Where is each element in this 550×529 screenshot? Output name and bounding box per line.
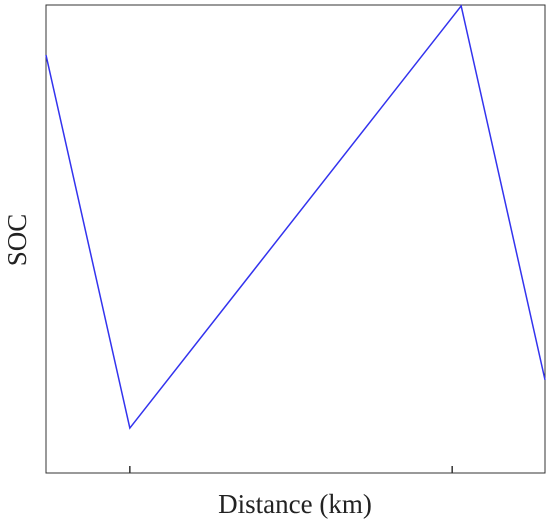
plot-frame	[45, 4, 546, 474]
x-axis-label: Distance (km)	[218, 489, 372, 519]
y-axis-label: SOC	[2, 214, 32, 267]
series-line	[45, 4, 546, 430]
